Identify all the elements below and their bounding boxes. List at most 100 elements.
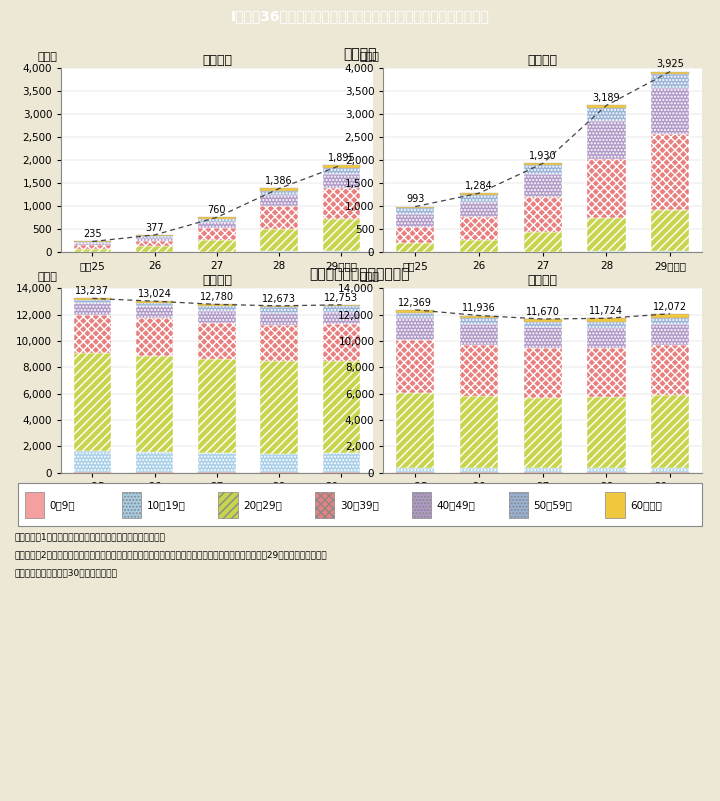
Bar (136, 241, 174, 247)
Bar (396, 392, 434, 468)
Bar (73, 245, 111, 248)
Text: 30－39歳: 30－39歳 (340, 500, 379, 510)
Bar (323, 167, 360, 174)
Bar (396, 340, 434, 392)
Bar (73, 304, 111, 316)
Bar (588, 108, 626, 121)
Bar (396, 313, 434, 318)
Bar (588, 159, 626, 218)
Bar (651, 251, 689, 252)
Bar (396, 227, 434, 244)
Bar (651, 88, 689, 135)
Bar (523, 397, 562, 468)
Bar (651, 135, 689, 210)
Bar (136, 356, 174, 452)
Bar (73, 300, 111, 304)
Bar (523, 468, 562, 473)
Bar (261, 206, 298, 228)
Bar (651, 395, 689, 468)
Bar (588, 106, 626, 108)
Bar (460, 345, 498, 396)
Bar (588, 318, 626, 322)
Bar (323, 360, 360, 453)
Bar (261, 313, 298, 325)
Bar (323, 219, 360, 251)
Bar (523, 319, 562, 322)
Text: 12,072: 12,072 (653, 301, 687, 312)
Bar (651, 468, 689, 473)
Bar (261, 308, 298, 313)
Bar (651, 210, 689, 251)
Bar (261, 306, 298, 308)
Bar (651, 319, 689, 324)
Bar (73, 316, 111, 353)
Text: 2．梅毒は，全数報告による報告数。性器クラミジア感染症は，定点報告による報告数。平成29年の報告数は，暫定: 2．梅毒は，全数報告による報告数。性器クラミジア感染症は，定点報告による報告数。… (14, 550, 327, 559)
Bar (323, 251, 360, 252)
Text: 1,895: 1,895 (328, 153, 356, 163)
Bar (323, 165, 360, 167)
Bar (523, 197, 562, 232)
Bar (261, 453, 298, 473)
Bar (198, 360, 235, 453)
Bar (460, 202, 498, 217)
Text: （件）: （件） (37, 272, 58, 282)
Bar (73, 241, 111, 243)
Bar (323, 312, 360, 324)
Text: （備考）　1．厚生労働省「感染症発生動向調査」より作成。: （備考） 1．厚生労働省「感染症発生動向調査」より作成。 (14, 533, 166, 541)
Bar (198, 323, 235, 360)
Text: 0－9歳: 0－9歳 (50, 500, 76, 510)
Bar (523, 174, 562, 197)
Text: 760: 760 (207, 205, 226, 215)
Text: 235: 235 (83, 229, 102, 239)
Bar (396, 310, 434, 313)
Text: 12,753: 12,753 (325, 292, 359, 303)
Bar (323, 304, 360, 306)
Text: 10－19歳: 10－19歳 (146, 500, 185, 510)
Bar (198, 222, 235, 228)
Text: 50－59歳: 50－59歳 (534, 500, 572, 510)
Bar (73, 244, 111, 245)
Bar (523, 163, 562, 165)
Bar (460, 193, 498, 195)
FancyBboxPatch shape (412, 492, 431, 518)
Bar (261, 228, 298, 252)
Bar (460, 195, 498, 202)
Title: （男性）: （男性） (528, 274, 558, 288)
Title: （男性）: （男性） (528, 54, 558, 67)
Bar (136, 452, 174, 473)
Bar (396, 208, 434, 215)
Bar (323, 324, 360, 360)
Bar (588, 397, 626, 469)
Bar (396, 207, 434, 208)
Bar (73, 299, 111, 300)
Bar (523, 322, 562, 328)
Bar (588, 469, 626, 473)
Bar (460, 240, 498, 252)
Bar (136, 247, 174, 252)
Text: 3,189: 3,189 (593, 93, 620, 103)
Bar (460, 468, 498, 473)
Text: 1,284: 1,284 (465, 181, 493, 191)
Text: 12,369: 12,369 (398, 298, 432, 308)
Bar (523, 348, 562, 397)
Bar (323, 306, 360, 312)
Bar (588, 322, 626, 328)
Text: ＜梅毒＞: ＜梅毒＞ (343, 47, 377, 61)
Bar (136, 307, 174, 318)
Bar (396, 318, 434, 340)
Bar (136, 318, 174, 356)
Text: 11,936: 11,936 (462, 304, 496, 313)
Bar (136, 236, 174, 238)
Bar (198, 311, 235, 323)
Bar (198, 306, 235, 311)
Bar (588, 218, 626, 252)
FancyBboxPatch shape (218, 492, 238, 518)
Bar (136, 303, 174, 307)
Text: 377: 377 (145, 223, 164, 233)
Text: 11,724: 11,724 (590, 306, 624, 316)
Bar (396, 244, 434, 252)
Bar (261, 325, 298, 361)
Bar (261, 188, 298, 191)
FancyBboxPatch shape (508, 492, 528, 518)
Bar (261, 195, 298, 206)
